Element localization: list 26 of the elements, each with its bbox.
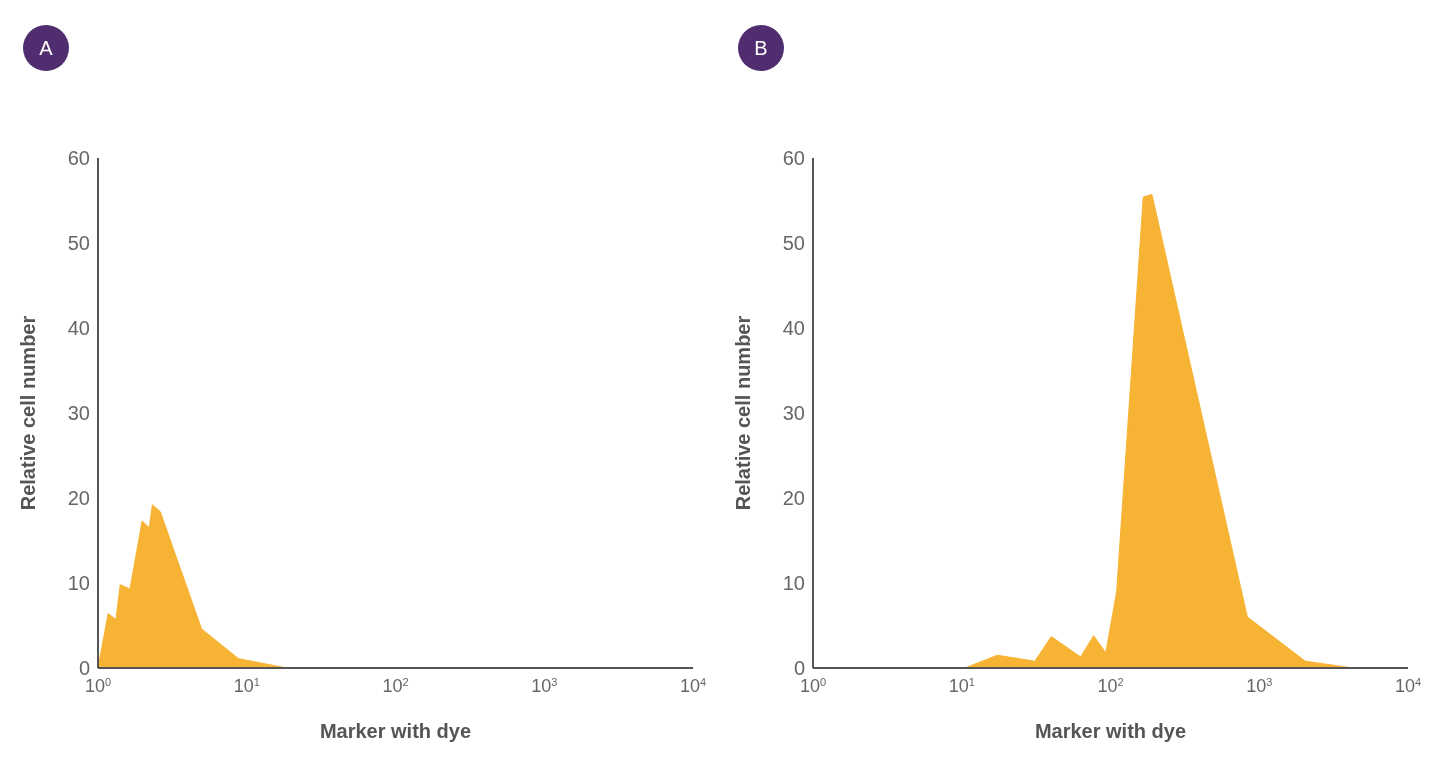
y-tick-label: 30 (67, 402, 90, 425)
y-tick-label: 40 (782, 317, 805, 340)
x-axis-title: Marker with dye (319, 720, 472, 742)
y-axis-title: Relative cell number (732, 315, 755, 511)
y-tick-label: 50 (67, 232, 90, 255)
x-tick-label: 10$^{1}$ (948, 676, 975, 696)
y-tick-label: 60 (782, 147, 805, 170)
y-tick-label: 20 (67, 487, 90, 510)
y-axis-title: Relative cell number (17, 315, 40, 511)
y-tick-label: 30 (782, 402, 805, 425)
y-tick-label: 20 (782, 487, 805, 510)
x-tick-label: 10$^{1}$ (233, 676, 260, 696)
x-tick-label: 10$^{2}$ (382, 676, 409, 696)
x-tick-label: 10$^{4}$ (679, 676, 707, 696)
y-tick-label: 10 (67, 572, 90, 595)
y-tick-label: 60 (67, 147, 90, 170)
x-tick-label: 10$^{3}$ (1246, 676, 1273, 696)
y-tick-label: 40 (67, 317, 90, 340)
x-tick-label: 10$^{3}$ (531, 676, 558, 696)
y-tick-label: 50 (782, 232, 805, 255)
x-tick-label: 10$^{2}$ (1097, 676, 1124, 696)
chart-title: B (754, 37, 768, 59)
y-tick-label: 10 (782, 572, 805, 595)
chart-title: A (39, 37, 54, 59)
x-tick-label: 10$^{4}$ (1394, 676, 1422, 696)
x-axis-title: Marker with dye (1034, 720, 1187, 742)
